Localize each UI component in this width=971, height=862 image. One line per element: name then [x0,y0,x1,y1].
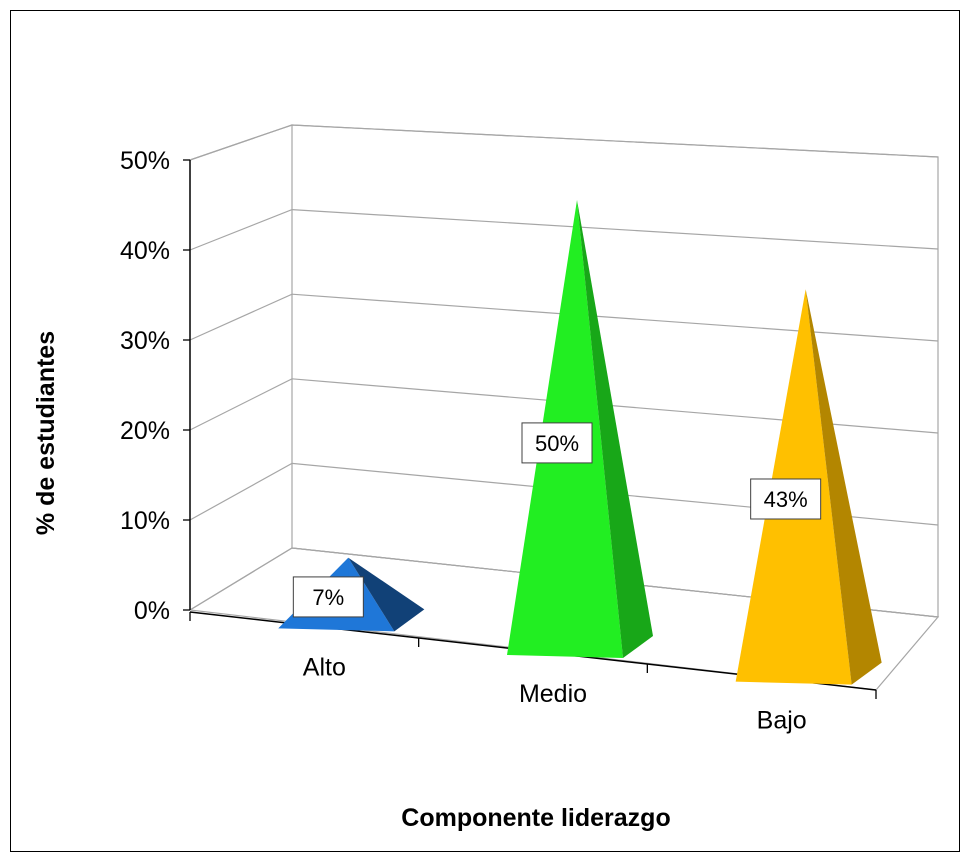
y-tick-label: 30% [120,327,170,355]
data-labels: 7% 50% 43% [292,422,822,618]
y-axis-title: % de estudiantes [32,331,60,535]
pyramid-side-face [348,557,425,632]
gridline [189,208,939,251]
y-tick-label: 40% [120,237,170,265]
pyramid-side-face [577,200,653,658]
gridline [189,462,939,526]
x-axis-title: Componente liderazgo [401,804,670,832]
x-tick-label: Medio [519,680,587,708]
x-tick-labels: Alto Medio Bajo [303,653,807,734]
y-tick-label: 0% [134,597,170,625]
data-label: 50% [521,422,593,464]
y-tick-label: 20% [120,417,170,445]
x-tick-label: Alto [303,653,346,681]
data-label-text: 50% [535,431,579,456]
gridline [189,547,939,618]
gridlines [189,124,939,618]
data-label: 7% [292,576,364,618]
gridline [189,378,939,434]
x-tick-label: Bajo [757,707,807,735]
gridline [189,124,939,161]
gridline [189,293,939,342]
y-tick-labels: 0% 10% 20% 30% 40% 50% [120,147,170,625]
y-tick-label: 10% [120,507,170,535]
data-label: 43% [750,478,822,520]
data-label-text: 43% [764,487,808,512]
pyramid-side-face [805,289,882,685]
data-label-box [750,478,822,520]
y-tick-label: 50% [120,147,170,175]
data-label-box [521,422,593,464]
data-label-text: 7% [312,585,344,610]
data-label-box [292,576,364,618]
